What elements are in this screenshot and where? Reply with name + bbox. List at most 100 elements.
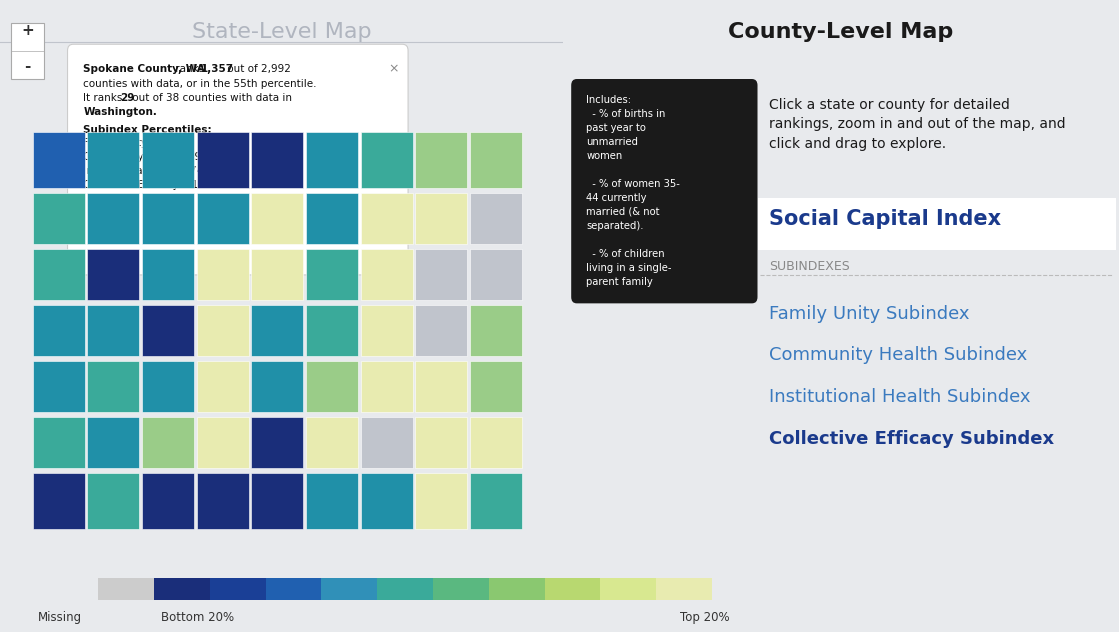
Text: ×: ×	[388, 62, 399, 75]
Bar	[656, 578, 712, 600]
Bar	[32, 417, 85, 468]
Bar	[470, 473, 521, 529]
Bar	[360, 193, 413, 244]
Bar	[197, 249, 248, 300]
Text: County-Level Map: County-Level Map	[728, 22, 953, 42]
Bar	[197, 305, 248, 356]
Bar	[87, 417, 140, 468]
Text: Spokane County, WA: Spokane County, WA	[83, 64, 205, 75]
Text: Family Unity: 58th: Family Unity: 58th	[83, 138, 178, 149]
Bar	[415, 132, 468, 188]
Text: Top 20%: Top 20%	[680, 611, 730, 624]
Bar	[142, 249, 194, 300]
Bar	[142, 473, 194, 529]
Text: ranks: ranks	[172, 64, 208, 75]
Bar	[87, 473, 140, 529]
Bar	[32, 361, 85, 412]
Bar	[252, 132, 303, 188]
Bar	[360, 132, 413, 188]
Text: 29: 29	[120, 93, 134, 103]
Bar	[360, 361, 413, 412]
Text: Subindex Percentiles:: Subindex Percentiles:	[83, 125, 211, 135]
Bar	[360, 417, 413, 468]
Bar	[265, 578, 321, 600]
Text: Missing: Missing	[38, 611, 82, 624]
Text: Collective Efficacy Subindex: Collective Efficacy Subindex	[769, 430, 1054, 447]
Text: out of 38 counties with data in: out of 38 counties with data in	[130, 93, 292, 103]
Bar	[32, 473, 85, 529]
Text: Washington.: Washington.	[83, 107, 157, 117]
Text: Collective Efficacy: 21st: Collective Efficacy: 21st	[83, 180, 208, 190]
Bar	[87, 193, 140, 244]
Bar	[210, 578, 265, 600]
Bar	[305, 473, 358, 529]
Bar	[305, 249, 358, 300]
Text: 1,357: 1,357	[200, 64, 234, 75]
Text: It ranks: It ranks	[83, 93, 126, 103]
Bar	[415, 473, 468, 529]
Bar	[470, 417, 521, 468]
Bar	[197, 473, 248, 529]
Bar	[470, 249, 521, 300]
Bar	[470, 361, 521, 412]
Text: +: +	[21, 23, 34, 39]
Text: SUBINDEXES: SUBINDEXES	[769, 260, 849, 274]
Bar	[305, 132, 358, 188]
Text: Bottom 20%: Bottom 20%	[161, 611, 234, 624]
Bar	[415, 193, 468, 244]
Bar	[252, 249, 303, 300]
Bar	[415, 417, 468, 468]
Text: Includes:
  - % of births in
past year to
unmarried
women

  - % of women 35-
44: Includes: - % of births in past year to …	[586, 95, 680, 287]
Bar	[433, 578, 489, 600]
Bar	[197, 417, 248, 468]
Bar	[377, 578, 433, 600]
Bar	[98, 578, 154, 600]
Bar	[360, 473, 413, 529]
Bar	[305, 193, 358, 244]
Text: Click a state or county for detailed
rankings, zoom in and out of the map, and
c: Click a state or county for detailed ran…	[769, 98, 1065, 151]
Bar	[32, 305, 85, 356]
Bar	[252, 193, 303, 244]
Bar	[305, 305, 358, 356]
Bar	[142, 132, 194, 188]
Bar	[489, 578, 545, 600]
Text: Social Capital Index: Social Capital Index	[769, 209, 1000, 229]
Text: counties with data, or in the 55th percentile.: counties with data, or in the 55th perce…	[83, 79, 317, 89]
Text: Institutional Health: 74th: Institutional Health: 74th	[83, 166, 214, 176]
Text: out of 2,992: out of 2,992	[224, 64, 291, 75]
Bar	[470, 305, 521, 356]
Bar	[415, 361, 468, 412]
Bar	[154, 578, 210, 600]
Bar	[142, 361, 194, 412]
Bar	[142, 305, 194, 356]
Bar	[197, 361, 248, 412]
Bar	[252, 305, 303, 356]
Bar	[252, 361, 303, 412]
Bar	[252, 473, 303, 529]
Bar	[360, 305, 413, 356]
Bar	[252, 417, 303, 468]
Bar	[197, 193, 248, 244]
Text: Family Unity Subindex: Family Unity Subindex	[769, 305, 969, 322]
Bar	[470, 193, 521, 244]
Bar	[360, 249, 413, 300]
Bar	[87, 132, 140, 188]
Text: State-Level Map: State-Level Map	[191, 22, 372, 42]
Bar	[415, 305, 468, 356]
Bar	[142, 193, 194, 244]
Text: -: -	[25, 59, 30, 74]
Bar	[758, 198, 1117, 250]
Text: Community Health Subindex: Community Health Subindex	[769, 346, 1027, 364]
Bar	[87, 361, 140, 412]
FancyBboxPatch shape	[67, 44, 408, 275]
Bar	[32, 249, 85, 300]
Bar	[87, 305, 140, 356]
Bar	[87, 249, 140, 300]
Bar	[545, 578, 600, 600]
Bar	[142, 417, 194, 468]
Bar	[470, 132, 521, 188]
Bar	[415, 249, 468, 300]
Text: Community Health: 59th: Community Health: 59th	[83, 152, 213, 162]
Bar	[32, 132, 85, 188]
Bar	[600, 578, 656, 600]
